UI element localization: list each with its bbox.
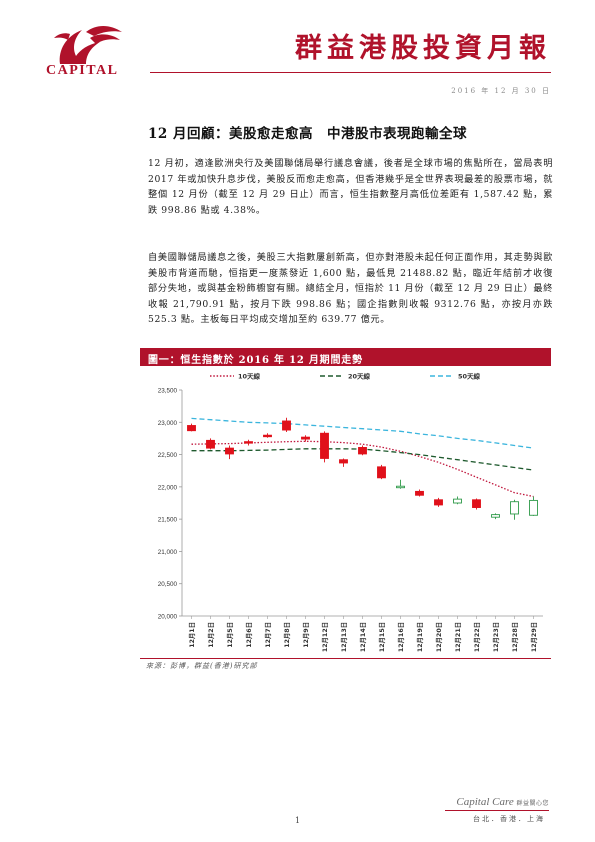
candle-body [529,499,538,516]
brand-title: 群益港股投資月報 [295,33,551,64]
x-tick-label: 12月14日 [359,622,367,652]
candle-body [187,425,196,432]
x-tick-label: 12月1日 [188,622,196,648]
logo-text: CAPITAL [46,63,119,78]
candle-body [339,459,348,464]
footer-brand-cn: 群益關心您 [516,801,549,807]
x-tick-label: 12月22日 [473,622,481,652]
candle-body [434,499,443,506]
source-divider [140,658,551,659]
x-tick-label: 12月28日 [511,622,519,652]
candle-body [377,466,386,479]
candle-body [491,514,500,518]
x-tick-label: 12月5日 [226,622,234,648]
article-title: 12 月回顧：美股愈走愈高 中港股市表現跑輸全球 [148,126,467,142]
figure-source: 來源：彭博，群益(香港)研究部 [146,662,258,670]
x-tick-label: 12月19日 [416,622,424,652]
candle-body [244,441,253,444]
page-number: 1 [294,816,301,825]
x-tick-label: 12月16日 [397,622,405,652]
series-line-50天線 [191,417,534,449]
legend-label: 20天線 [348,372,371,381]
candle-body [225,447,234,455]
x-tick-label: 12月13日 [340,622,348,652]
candle-body [263,434,272,438]
x-tick-label: 12月9日 [302,622,310,648]
candle-body [396,485,405,489]
footer-cities: 台北．香港．上海 [473,815,545,823]
y-tick-label: 23,500 [158,388,178,395]
footer-divider [445,810,549,811]
x-tick-label: 12月20日 [435,622,443,652]
y-tick-label: 21,000 [158,549,178,556]
candle-body [320,432,329,459]
y-tick-label: 21,500 [158,517,178,524]
paragraph-2: 自美國聯儲局議息之後，美股三大指數屢創新高，但亦對港股未起任何正面作用，其走勢與… [148,252,553,326]
candle-body [472,499,481,508]
x-tick-label: 12月12日 [321,622,329,652]
y-tick-label: 20,500 [158,581,178,588]
footer-brand-name: Capital Care [456,796,514,808]
figure-title: 圖一：恒生指數於 2016 年 12 月期間走勢 [148,355,363,366]
report-date: 2016 年 12 月 30 日 [451,87,551,95]
candle-body [510,501,519,515]
legend-label: 50天線 [458,372,481,381]
legend-label: 10天線 [238,372,261,381]
chart-svg: 23,500 23,000 22,500 22,000 21,500 21,000 20,5… [158,372,543,652]
y-tick-label: 23,000 [158,420,178,427]
capital-bird-icon [54,26,122,64]
hsi-candlestick-chart: 23,500 23,000 22,500 22,000 21,500 21,000 20,5… [140,366,551,656]
capital-logo [30,20,140,78]
candle-body [415,490,424,496]
x-tick-label: 12月6日 [245,622,253,648]
candle-body [282,420,291,431]
x-tick-label: 12月8日 [283,622,291,648]
candle-body [358,447,367,455]
x-tick-label: 12月7日 [264,622,272,648]
x-tick-label: 12月2日 [207,622,215,648]
figure-title-bar: 圖一：恒生指數於 2016 年 12 月期間走勢 [140,348,551,366]
candle-body [301,436,310,440]
candle-body [206,439,215,449]
y-tick-label: 20,000 [158,614,178,621]
footer-brand: Capital Care 群益關心您 [456,796,549,808]
x-tick-label: 12月29日 [530,622,538,652]
y-tick-label: 22,500 [158,452,178,459]
x-tick-label: 12月21日 [454,622,462,652]
x-tick-label: 12月23日 [492,622,500,652]
x-tick-label: 12月15日 [378,622,386,652]
y-tick-label: 22,000 [158,484,178,491]
candle-body [453,498,462,504]
paragraph-1: 12 月初，適逢歐洲央行及美國聯儲局舉行議息會議，後者是全球市場的焦點所在，當局… [148,158,553,216]
header-divider [150,72,551,73]
